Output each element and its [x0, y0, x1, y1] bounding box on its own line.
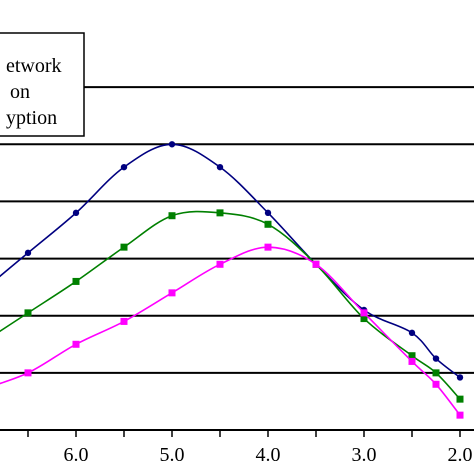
gridlines — [0, 86, 474, 374]
series-1-point-1 — [24, 249, 32, 257]
series-2-point-3 — [120, 243, 128, 251]
series-3-point-10 — [432, 380, 440, 388]
series-lines — [0, 141, 464, 419]
series-3-point-9 — [408, 357, 416, 365]
series-3-point-3 — [120, 317, 128, 325]
series-1-point-2 — [72, 209, 80, 217]
series-3-point-6 — [264, 243, 272, 251]
series-2-point-8 — [360, 315, 368, 323]
series-3 — [0, 243, 464, 419]
series-1-point-4 — [168, 141, 176, 148]
series-3-point-5 — [216, 260, 224, 268]
series-2-point-2 — [72, 277, 80, 285]
series-2 — [0, 209, 464, 403]
series-3-point-2 — [72, 340, 80, 348]
series-2-point-10 — [432, 369, 440, 377]
x-tick-label-2: 4.0 — [256, 444, 281, 466]
series-2-point-11 — [456, 395, 464, 403]
series-1-point-9 — [408, 329, 416, 337]
x-axis: 6.0 5.0 4.0 3.0 2.0 — [0, 429, 474, 466]
series-1-point-5 — [216, 163, 224, 171]
series-2-point-1 — [24, 309, 32, 317]
series-3-point-11 — [456, 411, 464, 419]
x-tick-label-3: 3.0 — [352, 444, 377, 466]
x-tick-label-1: 5.0 — [160, 444, 185, 466]
legend-entry-1: etwork — [6, 55, 62, 77]
series-3-point-1 — [24, 369, 32, 377]
series-1-point-11 — [456, 374, 464, 381]
series-1-point-10 — [432, 355, 440, 362]
series-2-point-4 — [168, 212, 176, 220]
series-3-point-7 — [312, 260, 320, 268]
x-tick-label-4: 2.0 — [448, 444, 473, 466]
series-3-point-4 — [168, 289, 176, 297]
legend-entry-2: on — [10, 81, 30, 103]
series-2-point-6 — [264, 220, 272, 228]
series-1-point-6 — [264, 209, 272, 217]
series-2-point-9 — [408, 352, 416, 360]
legend-box — [0, 32, 85, 137]
series-2-point-5 — [216, 209, 224, 217]
x-tick-label-0: 6.0 — [64, 444, 89, 466]
series-3-point-8 — [360, 309, 368, 317]
legend-entry-3: yption — [6, 107, 57, 129]
series-1-point-3 — [120, 163, 128, 171]
legend: etwork on yption — [0, 32, 85, 137]
